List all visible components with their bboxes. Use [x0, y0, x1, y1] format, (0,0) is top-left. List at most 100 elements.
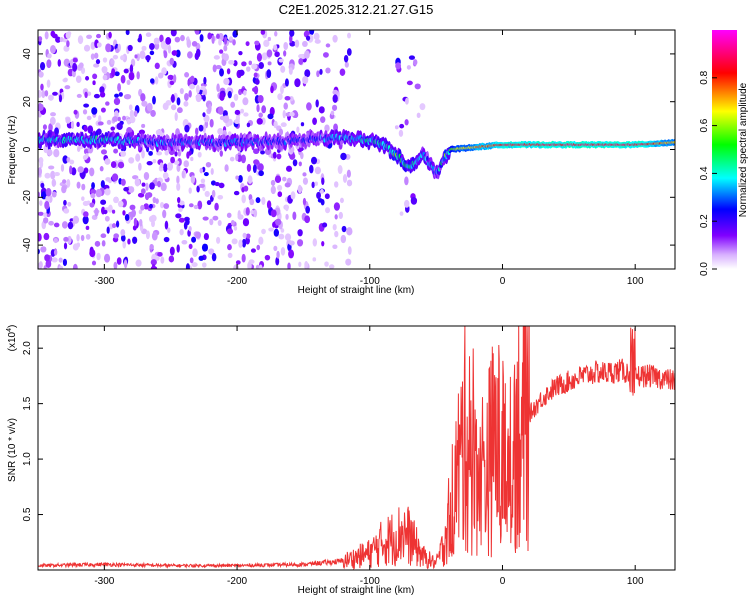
spectrogram-cell	[110, 161, 117, 169]
spectrogram-cell	[50, 170, 56, 180]
spectrogram-cell	[253, 148, 260, 155]
spectrogram-cell	[253, 72, 258, 78]
spectrogram-cell	[282, 110, 286, 119]
spectrogram-cell	[87, 91, 92, 96]
spectrogram-cell	[66, 40, 70, 48]
spectrogram-cell	[145, 230, 150, 240]
spectrogram-cell	[184, 124, 190, 133]
spectrogram-cell	[316, 70, 320, 78]
spectrogram-cell	[242, 218, 250, 227]
spectrogram-cell	[75, 75, 82, 84]
spectrogram-cell	[92, 73, 98, 80]
spectrogram-cell	[160, 40, 167, 50]
spectrogram-cell	[304, 50, 310, 59]
spectrogram-cell	[170, 30, 177, 37]
spectrogram-cell	[198, 255, 204, 261]
snr-y-scale-exponent: 4	[6, 328, 13, 332]
spectrogram-cell	[155, 129, 163, 136]
spectrogram-cell	[285, 165, 293, 172]
spectrogram-cell	[157, 251, 163, 257]
spectrogram-cell	[83, 44, 91, 52]
spectrogram-x-tick-label: -300	[94, 276, 114, 287]
spectrogram-cell	[258, 112, 263, 118]
spectrogram-cell	[43, 145, 49, 154]
snr-frame	[37, 325, 676, 571]
spectrogram-cell	[319, 188, 324, 194]
snr-y-tick-label: 1.5	[22, 396, 33, 410]
spectrogram-cell	[202, 94, 206, 102]
spectrogram-cell	[211, 34, 215, 44]
spectrogram-cell	[288, 249, 295, 259]
spectrogram-cell	[116, 122, 123, 131]
spectrogram-cell	[258, 62, 264, 70]
spectrogram-y-tick-label: -20	[22, 190, 33, 205]
spectrogram-cell	[297, 229, 303, 237]
spectrogram-cell	[242, 232, 247, 239]
spectrogram-cell	[48, 220, 54, 226]
spectrogram-cell	[266, 69, 272, 79]
spectrogram-cell	[333, 202, 340, 211]
spectrogram-cell	[48, 165, 55, 170]
spectrogram-cell	[294, 39, 300, 48]
spectrogram-cell	[138, 162, 142, 171]
spectrogram-cell	[344, 61, 349, 68]
spectrogram-cell	[181, 239, 188, 245]
spectrogram-cell	[399, 123, 405, 129]
spectrogram-cell	[54, 127, 59, 136]
spectrogram-cell	[190, 75, 195, 83]
spectrogram-cell	[54, 172, 60, 177]
spectrogram-cell	[324, 261, 329, 267]
snr-x-tick-label: -200	[227, 576, 247, 587]
spectrogram-cell	[337, 165, 343, 175]
spectrogram-cell	[312, 238, 318, 247]
spectrogram-cell	[277, 184, 283, 191]
spectrogram-cell	[149, 50, 155, 56]
spectrogram-cell	[195, 231, 202, 239]
spectrogram-cell	[104, 158, 111, 165]
spectrogram-cell	[69, 59, 74, 67]
spectrogram-cell	[105, 43, 112, 53]
spectrogram-cell	[145, 32, 152, 38]
spectrogram-cell	[190, 175, 196, 184]
spectrogram-cell	[260, 30, 266, 35]
spectrogram-cell	[288, 240, 295, 246]
spectrogram-cell	[243, 185, 249, 192]
spectrogram-cell	[240, 154, 246, 164]
spectrogram-cell	[40, 182, 45, 189]
spectrogram-cell	[300, 122, 305, 127]
spectrogram-cell	[126, 118, 131, 125]
spectrogram-cell	[346, 48, 352, 56]
spectrogram-cell	[267, 36, 272, 42]
spectrogram-x-ticks: -300 -200 -100 0 100	[94, 30, 644, 287]
spectrogram-cell	[163, 203, 170, 209]
spectrogram-cell	[197, 200, 203, 210]
spectrogram-cell	[234, 119, 240, 125]
snr-x-tick-label: 100	[627, 576, 644, 587]
spectrogram-cell	[100, 199, 107, 205]
spectrogram-cell	[55, 36, 61, 43]
spectrogram-cell	[63, 77, 68, 82]
spectrogram-cell	[228, 59, 235, 65]
spectrogram-cell	[267, 113, 274, 120]
spectrogram-cell	[50, 112, 57, 117]
spectrogram-cell	[222, 53, 229, 61]
spectrogram-cell	[152, 158, 157, 164]
spectrogram-cell	[168, 255, 175, 263]
spectrogram-cell	[254, 78, 260, 85]
spectrogram-cell	[266, 49, 273, 58]
spectrogram-cell	[113, 148, 119, 154]
spectrogram-cell	[283, 50, 287, 57]
spectrogram-cell	[247, 175, 253, 184]
spectrogram-cell	[406, 65, 411, 70]
spectrogram-cell	[99, 166, 104, 172]
spectrogram-cell	[223, 36, 228, 45]
spectrogram-cell	[63, 208, 70, 214]
spectrogram-cell	[203, 172, 209, 177]
spectrogram-cell	[312, 117, 317, 125]
spectrogram-cell	[226, 68, 231, 75]
spectrogram-cell	[273, 228, 280, 237]
spectrogram-cell	[95, 189, 102, 198]
spectrogram-cell	[96, 252, 101, 261]
spectrogram-cell	[228, 36, 233, 41]
spectrogram-cell	[256, 118, 263, 125]
